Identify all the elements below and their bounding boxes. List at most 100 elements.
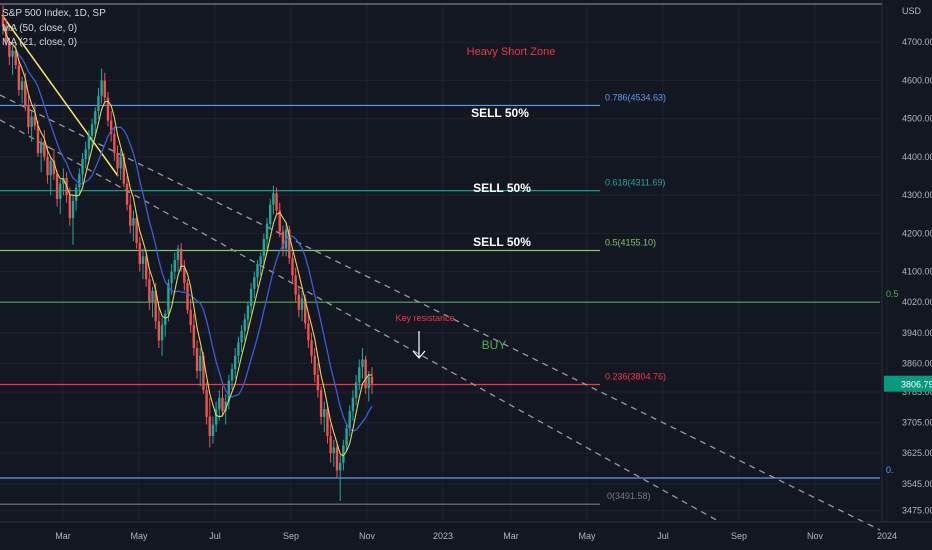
x-tick-label: Sep xyxy=(283,531,299,541)
candle-body xyxy=(78,174,81,188)
x-tick-label: Jul xyxy=(209,531,221,541)
y-tick-label: 3785.00 xyxy=(902,387,932,397)
candle-body xyxy=(278,210,281,232)
candle-body xyxy=(351,397,355,412)
candle-body xyxy=(246,306,250,320)
candle-body xyxy=(109,120,113,134)
candle-body xyxy=(106,97,110,121)
candle-body xyxy=(90,124,94,136)
candle-body xyxy=(329,435,332,454)
candle-body xyxy=(138,242,141,264)
key-resistance-label: Key resistance xyxy=(395,313,454,323)
fib-level-label: 0.786(4534.63) xyxy=(605,92,666,102)
x-tick-label: Mar xyxy=(503,531,519,541)
candle-body xyxy=(33,116,37,126)
candle-body xyxy=(183,267,186,284)
candle-body xyxy=(49,160,52,176)
candle-body xyxy=(323,409,326,417)
sell-label-2: SELL 50% xyxy=(473,181,531,195)
y-tick-label: 4300.00 xyxy=(902,190,932,200)
candle-body xyxy=(36,125,40,154)
candle-body xyxy=(20,81,24,91)
candle-body xyxy=(326,409,329,436)
candle-body xyxy=(141,256,145,264)
x-tick-label: Nov xyxy=(807,531,824,541)
candle-body xyxy=(221,397,224,412)
candle-body xyxy=(100,80,103,96)
candle-body xyxy=(132,218,135,226)
candle-body xyxy=(148,279,151,303)
last-price-badge xyxy=(884,375,932,392)
moving-averages xyxy=(2,25,373,457)
candle-body xyxy=(39,141,43,154)
candle-body xyxy=(319,390,323,417)
candle-body xyxy=(297,294,301,310)
candle-body xyxy=(71,200,75,219)
candle-body xyxy=(367,376,371,389)
currency-label: USD xyxy=(902,6,922,16)
candle-body xyxy=(243,319,246,331)
candle-body xyxy=(224,401,227,412)
y-tick-label: 3860.00 xyxy=(902,358,932,368)
ma50-legend[interactable]: MA (50, close, 0) xyxy=(2,22,78,34)
fib-level-label: 0(3491.58) xyxy=(607,491,651,501)
ma21-legend[interactable]: MA (21, close, 0) xyxy=(2,37,78,48)
x-tick-label: 2023 xyxy=(433,531,453,541)
candle-body xyxy=(269,204,272,224)
last-price-label: 3806.79 xyxy=(901,380,932,390)
candle-body xyxy=(300,298,304,310)
chart-grid xyxy=(0,3,888,522)
x-tick-label: Sep xyxy=(731,531,747,541)
candle-body xyxy=(195,348,199,371)
candle-body xyxy=(144,256,148,280)
candle-body xyxy=(249,288,253,307)
candle-body xyxy=(74,187,78,201)
y-tick-label: 4700.00 xyxy=(902,37,932,47)
candle-body xyxy=(227,380,231,402)
trend-lines xyxy=(0,14,881,531)
symbol-title[interactable]: S&P 500 Index, 1D, SP xyxy=(2,8,106,19)
candle-body xyxy=(55,174,59,199)
candle-body xyxy=(113,133,116,154)
candle-body xyxy=(253,277,256,289)
solid-trendline xyxy=(1,14,119,177)
candle-body xyxy=(335,447,339,471)
candle-body xyxy=(214,409,218,425)
candle-body xyxy=(122,156,126,184)
candle-body xyxy=(313,355,316,375)
candle-body xyxy=(17,65,21,91)
candle-body xyxy=(345,428,348,446)
candle-body xyxy=(192,325,196,349)
candle-body xyxy=(129,204,132,226)
candle-body xyxy=(211,424,215,436)
candle-body xyxy=(348,411,351,429)
candle-body xyxy=(103,80,106,98)
x-tick-label: May xyxy=(130,531,148,541)
x-tick-label: Mar xyxy=(55,531,71,541)
sell-label-1: SELL 50% xyxy=(471,106,529,120)
chart-legend: S&P 500 Index, 1D, SP MA (50, close, 0) … xyxy=(2,7,106,51)
fib-level-label: 0. xyxy=(886,465,894,475)
y-tick-label: 3625.00 xyxy=(902,448,932,458)
y-tick-label: 4500.00 xyxy=(902,114,932,124)
heavy-short-zone-label: Heavy Short Zone xyxy=(467,46,556,58)
candle-body xyxy=(164,313,167,326)
fib-level-label: 0.618(4311.69) xyxy=(605,178,665,188)
candle-body xyxy=(151,290,154,303)
candle-body xyxy=(11,50,14,57)
candle-body xyxy=(119,156,122,169)
candle-body xyxy=(154,290,157,322)
candle-body xyxy=(294,275,297,295)
candle-body xyxy=(307,323,310,341)
x-tick-label: Jul xyxy=(657,531,669,541)
down-arrow-head-icon xyxy=(412,350,426,359)
candle-body xyxy=(265,223,269,240)
fib-level-label: 0.5(4155.10) xyxy=(605,238,656,248)
candle-body xyxy=(68,195,72,219)
candle-body xyxy=(208,416,211,436)
y-tick-label: 4600.00 xyxy=(902,75,932,85)
candle-body xyxy=(358,367,361,383)
y-tick-label: 4400.00 xyxy=(902,152,932,162)
y-tick-label: 4200.00 xyxy=(902,228,932,238)
